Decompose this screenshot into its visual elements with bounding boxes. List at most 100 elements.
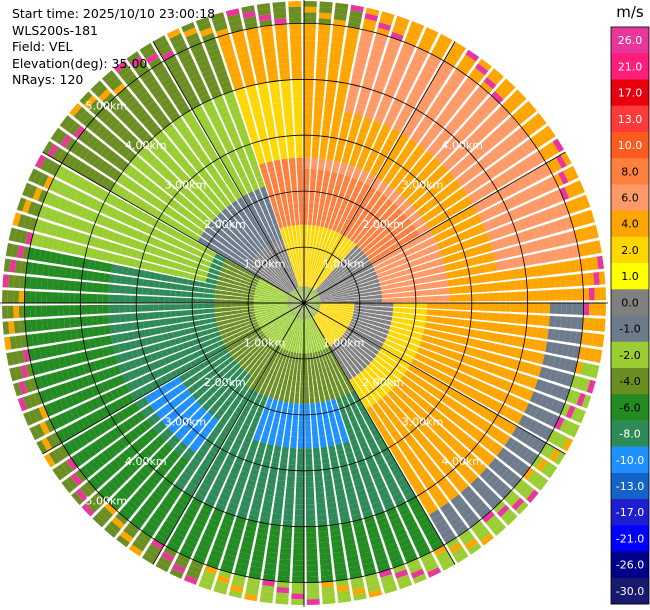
velocity-gate xyxy=(479,331,487,340)
velocity-gate xyxy=(269,433,277,440)
velocity-gate xyxy=(423,500,435,511)
velocity-gate xyxy=(358,348,365,355)
velocity-gate xyxy=(285,486,295,493)
velocity-gate xyxy=(192,315,199,321)
velocity-gate xyxy=(513,89,527,103)
velocity-gate xyxy=(551,157,562,172)
velocity-gate xyxy=(206,523,218,533)
velocity-gate xyxy=(304,112,313,119)
velocity-gate xyxy=(538,290,545,301)
velocity-gate xyxy=(343,111,353,119)
velocity-gate xyxy=(373,264,381,271)
velocity-gate xyxy=(465,285,472,293)
velocity-gate xyxy=(344,146,353,154)
velocity-gate xyxy=(220,295,227,299)
velocity-gate xyxy=(366,355,374,363)
velocity-gate xyxy=(447,254,455,263)
velocity-gate xyxy=(438,295,444,302)
velocity-gate xyxy=(364,111,375,120)
velocity-gate xyxy=(146,416,157,427)
velocity-gate xyxy=(140,504,153,516)
velocity-gate xyxy=(400,375,409,383)
velocity-gate xyxy=(352,67,364,76)
velocity-gate xyxy=(365,303,372,306)
velocity-gate xyxy=(381,203,390,211)
velocity-gate xyxy=(340,430,348,438)
velocity-gate xyxy=(294,520,304,527)
velocity-gate xyxy=(404,308,411,314)
velocity-gate xyxy=(347,410,354,418)
velocity-gate xyxy=(349,502,359,511)
velocity-gate xyxy=(326,300,332,302)
velocity-gate xyxy=(311,363,315,370)
velocity-gate xyxy=(321,187,328,194)
velocity-gate xyxy=(555,289,562,301)
velocity-gate xyxy=(245,358,252,366)
velocity-gate xyxy=(439,460,450,472)
velocity-gate xyxy=(321,575,334,583)
velocity-gate xyxy=(433,545,447,556)
velocity-gate xyxy=(323,204,330,211)
velocity-gate xyxy=(322,210,328,217)
velocity-gate xyxy=(519,400,529,413)
velocity-gate xyxy=(476,107,489,120)
velocity-gate xyxy=(220,299,226,303)
velocity-gate xyxy=(106,480,119,493)
velocity-gate xyxy=(311,329,315,336)
velocity-gate xyxy=(483,99,496,112)
velocity-gate xyxy=(191,392,201,401)
velocity-gate xyxy=(426,504,438,515)
velocity-gate xyxy=(250,421,258,429)
velocity-gate xyxy=(442,465,454,476)
velocity-gate xyxy=(459,448,471,460)
velocity-gate xyxy=(311,369,316,376)
velocity-gate xyxy=(299,313,302,320)
velocity-gate xyxy=(482,303,489,311)
velocity-gate xyxy=(417,421,427,431)
velocity-gate xyxy=(80,293,87,303)
velocity-gate xyxy=(337,280,344,285)
velocity-gate xyxy=(406,471,417,482)
velocity-gate xyxy=(344,321,350,326)
velocity-gate xyxy=(295,498,304,505)
velocity-gate xyxy=(304,73,314,80)
velocity-gate xyxy=(319,293,325,297)
velocity-gate xyxy=(527,291,534,301)
velocity-gate xyxy=(351,331,358,336)
velocity-gate xyxy=(469,378,478,388)
velocity-gate xyxy=(465,238,474,248)
velocity-gate xyxy=(345,100,356,108)
velocity-gate xyxy=(325,306,332,309)
velocity-gate xyxy=(400,415,409,424)
velocity-gate xyxy=(350,438,359,447)
velocity-gate xyxy=(2,274,9,288)
velocity-gate xyxy=(368,531,380,541)
velocity-gate xyxy=(406,522,419,532)
velocity-gate xyxy=(258,362,265,369)
velocity-gate xyxy=(324,170,331,177)
velocity-gate xyxy=(130,295,137,303)
velocity-gate xyxy=(473,202,483,213)
velocity-gate xyxy=(357,284,364,288)
velocity-gate xyxy=(515,162,526,176)
velocity-gate xyxy=(416,333,423,340)
velocity-gate xyxy=(508,324,516,335)
velocity-gate xyxy=(270,524,281,531)
velocity-gate xyxy=(473,524,487,537)
velocity-gate xyxy=(319,282,324,287)
velocity-gate xyxy=(83,462,96,476)
velocity-gate xyxy=(279,553,291,560)
velocity-gate xyxy=(449,136,461,148)
velocity-gate xyxy=(314,475,323,482)
velocity-gate xyxy=(385,157,394,167)
velocity-gate xyxy=(415,290,422,297)
velocity-gate xyxy=(323,389,329,396)
velocity-gate xyxy=(432,122,444,133)
velocity-gate xyxy=(325,490,335,498)
velocity-gate xyxy=(360,345,368,352)
velocity-gate xyxy=(187,386,196,395)
velocity-gate xyxy=(382,162,391,171)
velocity-gate xyxy=(270,427,278,435)
velocity-gate xyxy=(259,349,266,356)
velocity-gate xyxy=(214,303,221,308)
